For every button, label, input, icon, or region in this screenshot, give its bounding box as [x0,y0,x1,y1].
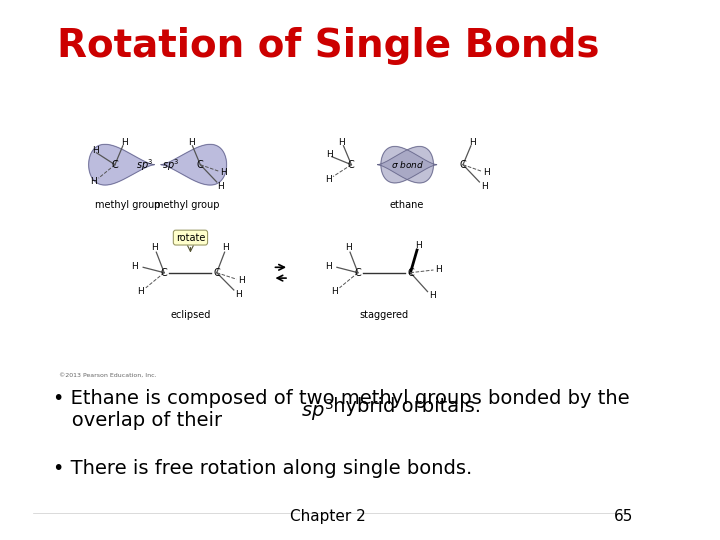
Text: H: H [326,151,333,159]
Text: C: C [459,160,467,170]
Text: H: H [483,168,490,177]
Text: H: H [238,276,245,285]
Text: H: H [235,290,242,299]
Text: hybrid orbitals.: hybrid orbitals. [327,397,481,416]
Text: $sp^3$: $sp^3$ [135,157,153,173]
Polygon shape [161,144,227,185]
Text: H: H [188,138,194,146]
Text: H: H [131,262,138,271]
Text: C: C [407,268,414,278]
Text: H: H [325,176,332,184]
Text: H: H [91,178,97,186]
Text: $sp^3$: $sp^3$ [162,157,179,173]
Text: H: H [346,244,352,252]
Text: Chapter 2: Chapter 2 [290,509,366,524]
Text: H: H [220,168,228,177]
Text: H: H [436,265,442,274]
Text: H: H [415,241,422,250]
Text: • Ethane is composed of two methyl groups bonded by the
   overlap of their: • Ethane is composed of two methyl group… [53,389,629,430]
Text: C: C [348,160,355,170]
Text: C: C [161,268,168,278]
Text: rotate: rotate [176,233,205,242]
Text: staggered: staggered [359,310,409,320]
Text: • There is free rotation along single bonds.: • There is free rotation along single bo… [53,459,472,478]
Text: ethane: ethane [390,200,424,210]
Text: H: H [428,292,436,300]
Text: H: H [121,138,127,146]
Text: 65: 65 [614,509,634,524]
Text: Rotation of Single Bonds: Rotation of Single Bonds [57,27,600,65]
Text: H: H [92,146,99,155]
Text: C: C [112,160,118,170]
Text: H: H [481,182,487,191]
Polygon shape [377,146,433,183]
Text: C: C [213,268,220,278]
Text: H: H [338,138,345,146]
Text: $\sigma$ bond: $\sigma$ bond [390,159,424,170]
Text: eclipsed: eclipsed [170,310,211,320]
Polygon shape [381,146,437,183]
Text: H: H [331,287,338,296]
Text: H: H [222,244,229,252]
Text: C: C [354,268,361,278]
Text: H: H [217,182,223,191]
Text: ©2013 Pearson Education, Inc.: ©2013 Pearson Education, Inc. [59,373,157,378]
Text: H: H [152,244,158,252]
Text: H: H [138,287,144,296]
Polygon shape [89,144,154,185]
Text: methyl group: methyl group [95,200,161,210]
Text: H: H [469,138,476,146]
Text: C: C [197,160,204,170]
Text: H: H [325,262,332,271]
Text: methyl group: methyl group [154,200,220,210]
Text: $sp^3$: $sp^3$ [301,397,334,423]
